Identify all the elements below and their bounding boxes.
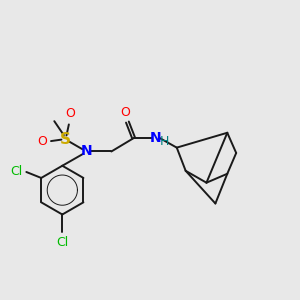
Text: Cl: Cl: [56, 236, 68, 249]
Text: O: O: [65, 107, 75, 120]
Text: N: N: [80, 145, 92, 158]
Text: O: O: [37, 135, 47, 148]
Text: N: N: [150, 131, 162, 145]
Text: H: H: [160, 135, 169, 148]
Text: Cl: Cl: [11, 165, 23, 178]
Text: O: O: [121, 106, 130, 119]
Text: S: S: [60, 132, 71, 147]
